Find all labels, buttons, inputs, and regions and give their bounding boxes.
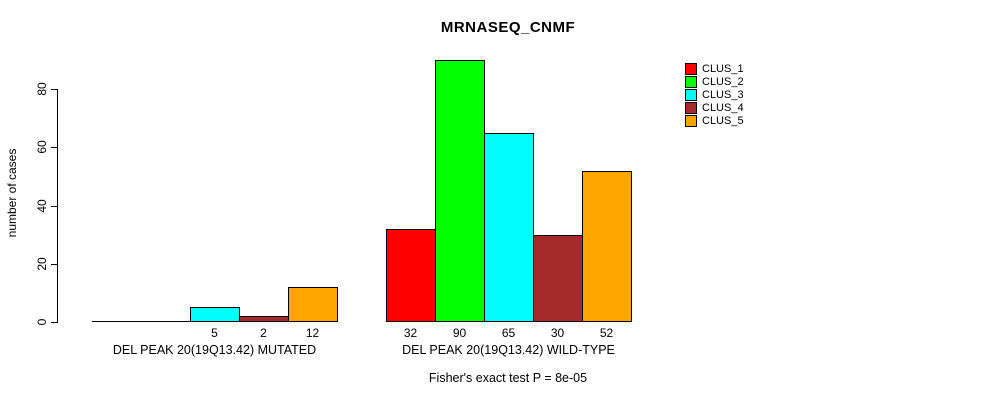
legend: CLUS_1 CLUS_2 CLUS_3 CLUS_4 CLUS_5 [685, 63, 744, 127]
legend-swatch-clus_4 [685, 102, 697, 114]
bar-value-label: 32 [403, 326, 418, 340]
legend-label: CLUS_4 [702, 102, 744, 114]
bar-value-label: 90 [452, 326, 467, 340]
y-tick-label: 80 [35, 82, 49, 96]
chart-title: MRNASEQ_CNMF [440, 19, 576, 36]
legend-swatch-clus_5 [685, 115, 697, 127]
bar-value-label: 52 [599, 326, 614, 340]
group-label-wild-type: DEL PEAK 20(19Q13.42) WILD-TYPE [402, 343, 615, 357]
bar-value-label: 2 [260, 326, 267, 340]
legend-item-clus_4: CLUS_4 [685, 102, 744, 114]
legend-item-clus_5: CLUS_5 [685, 115, 744, 127]
group-label-mutated: DEL PEAK 20(19Q13.42) MUTATED [112, 343, 317, 357]
y-tick-label: 20 [35, 257, 49, 271]
bar-clus_3-group2 [484, 133, 534, 322]
y-tick [51, 89, 57, 90]
legend-item-clus_1: CLUS_1 [685, 63, 744, 75]
bar-clus_5-group1 [288, 287, 338, 322]
legend-label: CLUS_3 [702, 89, 744, 101]
legend-label: CLUS_5 [702, 115, 744, 127]
bar-clus_4-group2 [533, 235, 583, 322]
y-tick-label: 40 [35, 199, 49, 213]
legend-label: CLUS_2 [702, 76, 744, 88]
bar-clus_2-group2 [435, 60, 485, 322]
y-tick [51, 322, 57, 323]
y-tick [51, 206, 57, 207]
legend-swatch-clus_2 [685, 76, 697, 88]
bar-clus_3-group1 [190, 307, 240, 322]
bar-clus_4-group1 [239, 316, 289, 322]
bar-clus_5-group2 [582, 171, 632, 322]
legend-item-clus_2: CLUS_2 [685, 76, 744, 88]
y-tick-label: 0 [35, 318, 49, 326]
legend-label: CLUS_1 [702, 63, 744, 75]
legend-item-clus_3: CLUS_3 [685, 89, 744, 101]
bar-value-label: 65 [501, 326, 516, 340]
legend-swatch-clus_1 [685, 63, 697, 75]
y-axis-line [57, 89, 58, 323]
y-tick-label: 60 [35, 140, 49, 154]
bar-value-label: 5 [211, 326, 218, 340]
bar-value-label: 30 [550, 326, 565, 340]
y-tick [51, 147, 57, 148]
bar-clus_1-group2 [386, 229, 436, 322]
y-tick [51, 264, 57, 265]
legend-swatch-clus_3 [685, 89, 697, 101]
fisher-test-annotation: Fisher's exact test P = 8e-05 [428, 371, 588, 385]
bar-value-label: 12 [305, 326, 320, 340]
